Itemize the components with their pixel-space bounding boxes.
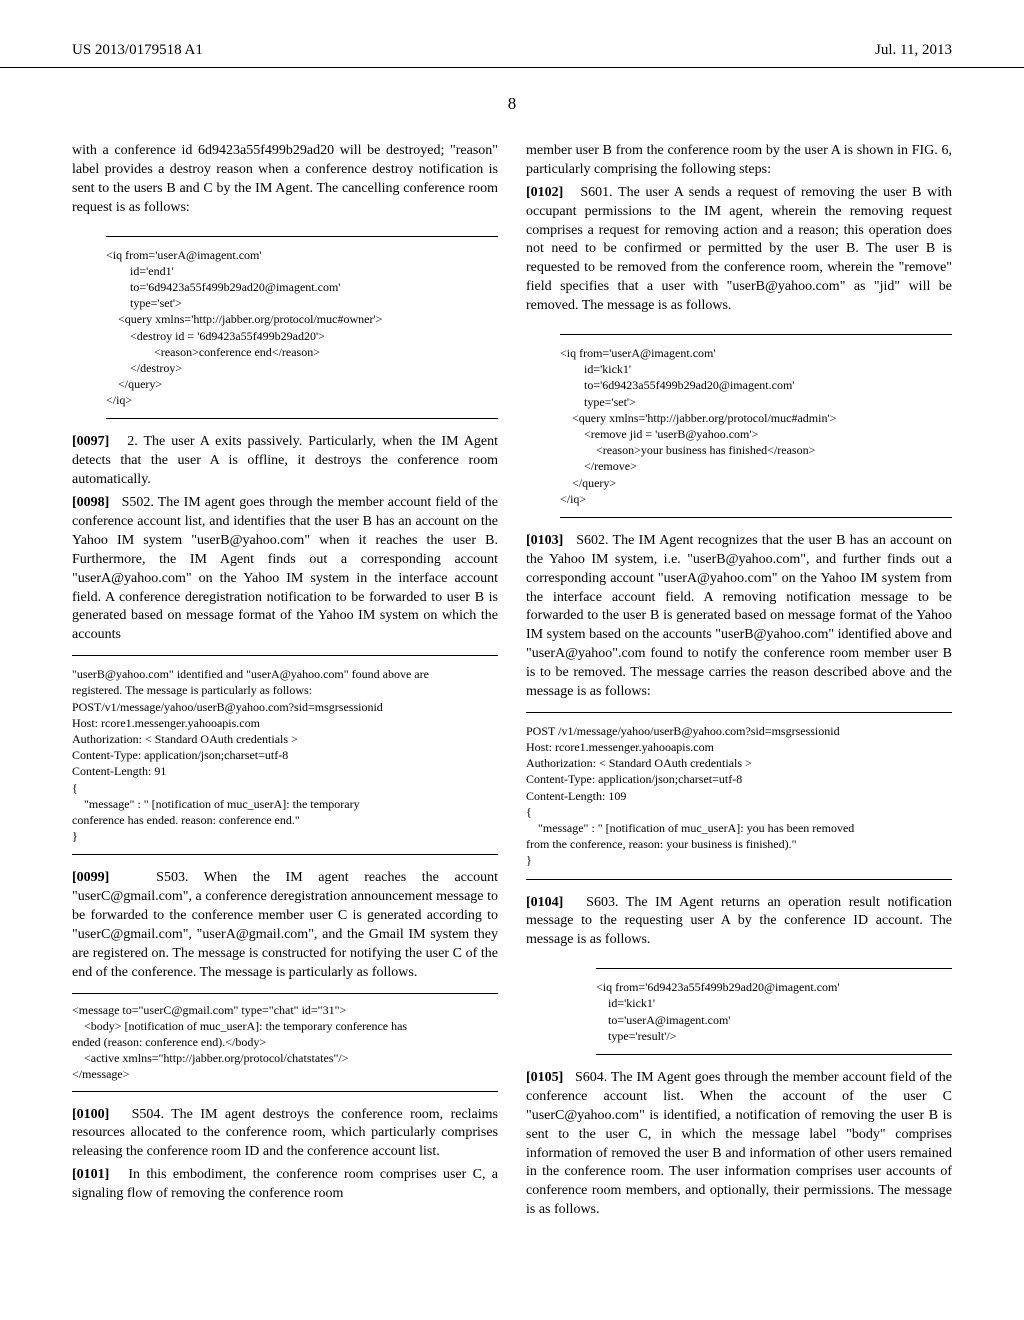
step-label: S503 [156,870,185,885]
para-text: 2. The user A exits passively. Particula… [72,434,498,487]
para-num: [0102] [526,185,563,200]
content-columns: with a conference id 6d9423a55f499b29ad2… [0,142,1024,1224]
paragraph-0097: [0097] 2. The user A exits passively. Pa… [72,433,498,490]
code-block-http-yahoo: "userB@yahoo.com" identified and "userA@… [72,655,498,855]
para-text: . The IM Agent recognizes that the user … [526,533,952,699]
step-label: S602 [576,533,605,548]
paragraph-0102: [0102] S601. The user A sends a request … [526,184,952,316]
para-num: [0101] [72,1167,109,1182]
paragraph-0104: [0104] S603. The IM Agent returns an ope… [526,894,952,951]
paragraph-0105: [0105] S604. The IM Agent goes through t… [526,1069,952,1220]
para-num: [0100] [72,1107,109,1122]
paragraph-0098: [0098] S502. The IM agent goes through t… [72,494,498,645]
page-number: 8 [0,94,1024,114]
code-block-message-gmail: <message to="userC@gmail.com" type="chat… [72,993,498,1092]
intro-paragraph-right: member user B from the conference room b… [526,142,952,180]
step-label: S601 [580,185,609,200]
patent-number: US 2013/0179518 A1 [72,42,203,59]
page-header: US 2013/0179518 A1 Jul. 11, 2013 [0,0,1024,68]
left-column: with a conference id 6d9423a55f499b29ad2… [72,142,498,1224]
step-label: S604 [575,1070,604,1085]
paragraph-0103: [0103] S602. The IM Agent recognizes tha… [526,532,952,702]
para-num: [0104] [526,895,563,910]
para-text: . When the IM agent reaches the account … [72,870,498,979]
para-text: . The IM Agent goes through the member a… [526,1070,952,1217]
step-label: S504 [132,1107,161,1122]
para-num: [0098] [72,495,109,510]
intro-paragraph: with a conference id 6d9423a55f499b29ad2… [72,142,498,218]
paragraph-0101: [0101] In this embodiment, the conferenc… [72,1166,498,1204]
para-num: [0105] [526,1070,563,1085]
code-block-iq-kick: <iq from='userA@imagent.com' id='kick1' … [560,334,952,518]
code-block-http-remove: POST /v1/message/yahoo/userB@yahoo.com?s… [526,712,952,880]
para-text: . The user A sends a request of removing… [526,185,952,313]
right-column: member user B from the conference room b… [526,142,952,1224]
para-num: [0099] [72,870,109,885]
code-block-iq-result: <iq from='6d9423a55f499b29ad20@imagent.c… [596,968,952,1055]
para-text: . The IM agent goes through the member a… [72,495,498,642]
step-label: S603 [586,895,615,910]
paragraph-0100: [0100] S504. The IM agent destroys the c… [72,1106,498,1163]
para-num: [0103] [526,533,563,548]
paragraph-0099: [0099] S503. When the IM agent reaches t… [72,869,498,982]
code-block-iq-destroy: <iq from='userA@imagent.com' id='end1' t… [106,236,498,420]
para-num: [0097] [72,434,109,449]
para-text: In this embodiment, the conference room … [72,1167,498,1201]
publication-date: Jul. 11, 2013 [875,42,952,59]
step-label: S502 [122,495,151,510]
